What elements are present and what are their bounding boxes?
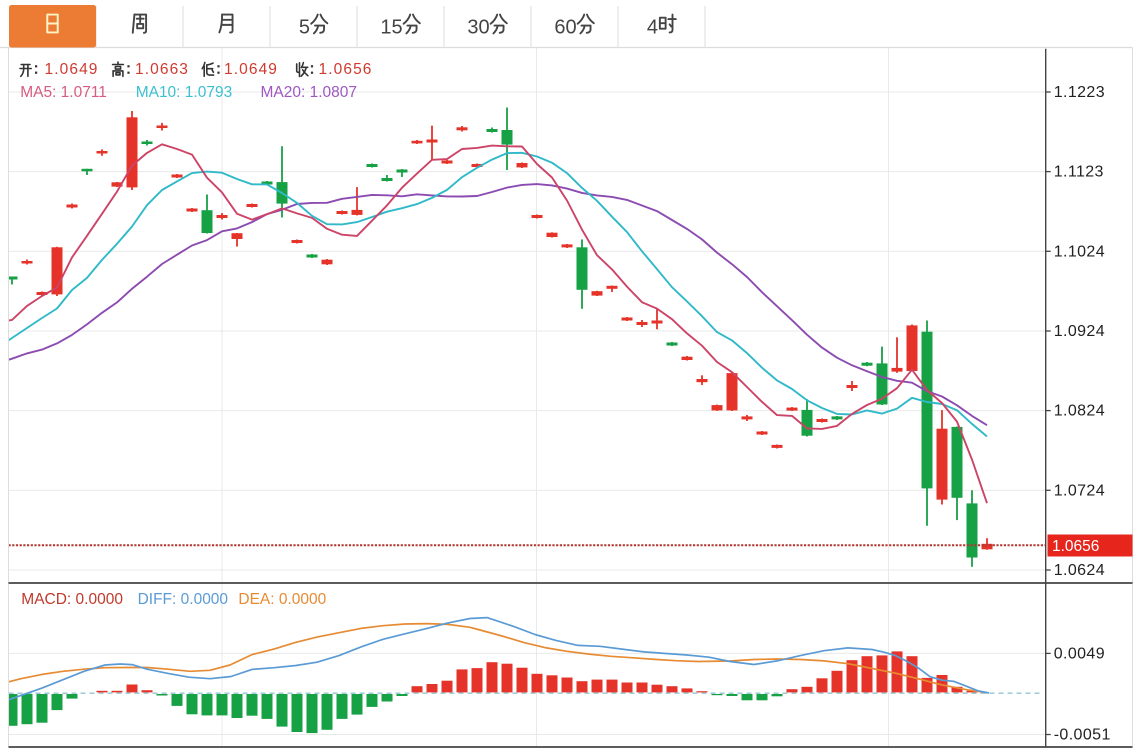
svg-text:1.0624: 1.0624 [1054, 562, 1105, 579]
svg-text:1.0649: 1.0649 [224, 61, 278, 78]
svg-text:MA5: 1.0711: MA5: 1.0711 [20, 84, 107, 101]
svg-text:DEA: 0.0000: DEA: 0.0000 [238, 591, 326, 608]
svg-text:1.0656: 1.0656 [1052, 538, 1099, 555]
svg-text:1.0824: 1.0824 [1054, 403, 1105, 420]
svg-text:1.0924: 1.0924 [1054, 323, 1105, 340]
svg-text:1.1024: 1.1024 [1054, 243, 1105, 260]
svg-text:15: 15 [380, 17, 402, 39]
svg-text:DIFF: 0.0000: DIFF: 0.0000 [138, 591, 229, 608]
svg-text:1.0724: 1.0724 [1054, 482, 1105, 499]
svg-text:60: 60 [554, 17, 576, 39]
svg-text:30: 30 [467, 17, 489, 39]
svg-text:1.0649: 1.0649 [45, 61, 99, 78]
svg-text:1.0656: 1.0656 [319, 61, 373, 78]
svg-text:1.0663: 1.0663 [135, 61, 189, 78]
svg-text:0.0049: 0.0049 [1054, 645, 1105, 662]
svg-text:MACD: 0.0000: MACD: 0.0000 [21, 591, 123, 608]
svg-text:-0.0051: -0.0051 [1054, 727, 1111, 744]
svg-text:1.1223: 1.1223 [1054, 84, 1105, 101]
svg-text:4: 4 [647, 17, 658, 39]
svg-text:MA10: 1.0793: MA10: 1.0793 [136, 84, 233, 101]
svg-text:MA20: 1.0807: MA20: 1.0807 [261, 84, 358, 101]
svg-text:1.1123: 1.1123 [1054, 164, 1104, 181]
svg-text:5: 5 [299, 17, 310, 39]
